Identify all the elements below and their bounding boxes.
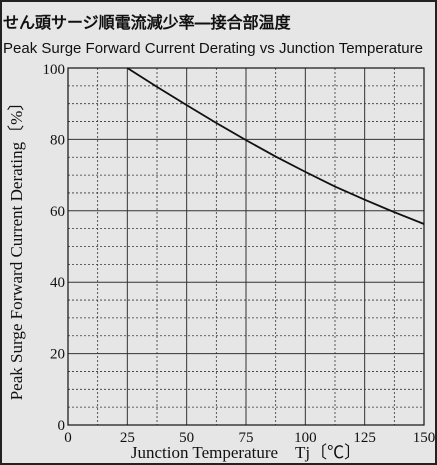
y-tick-label: 40	[50, 275, 65, 291]
y-tick-label: 60	[50, 204, 65, 220]
y-axis-label: Peak Surge Forward Current Derating〔%〕	[7, 94, 26, 401]
grid	[68, 68, 424, 425]
x-tick-label: 100	[294, 430, 317, 446]
x-axis-label: Junction Temperature Tj〔℃〕	[131, 443, 361, 462]
series-group	[126, 67, 425, 225]
x-tick-label: 0	[64, 430, 72, 446]
plot-area-border	[67, 67, 425, 426]
x-tick-label: 25	[120, 430, 135, 446]
chart-subtitle: Peak Surge Forward Current Derating vs J…	[3, 40, 423, 57]
y-tick-label: 20	[50, 347, 65, 363]
chart-title: せん頭サージ順電流減少率―接合部温度	[3, 13, 291, 32]
x-tick-labels: 0 25 50 75 100 125 150	[64, 430, 435, 446]
plot-border	[67, 67, 425, 426]
y-tick-label: 80	[50, 132, 65, 148]
y-tick-labels: 0 20 40 60 80 100	[43, 62, 66, 434]
y-tick-label: 100	[43, 62, 66, 78]
x-tick-label: 150	[413, 430, 436, 446]
y-tick-label: 0	[58, 418, 66, 434]
x-tick-label: 75	[239, 430, 254, 446]
x-tick-label: 125	[353, 430, 376, 446]
series-line	[126, 67, 425, 225]
x-tick-label: 50	[179, 430, 194, 446]
